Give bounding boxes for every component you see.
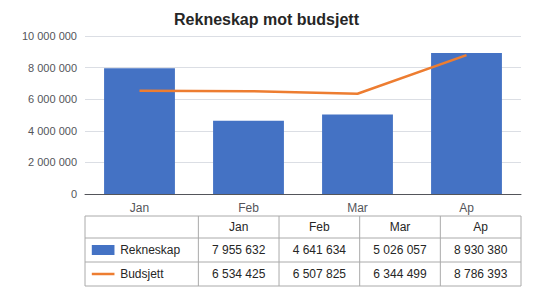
svg-text:6 000 000: 6 000 000	[28, 93, 77, 105]
svg-text:4 000 000: 4 000 000	[28, 125, 77, 137]
svg-text:0: 0	[71, 188, 77, 200]
svg-text:Mar: Mar	[347, 201, 368, 215]
svg-text:Rekneskap mot budsjett: Rekneskap mot budsjett	[174, 11, 360, 28]
svg-text:Feb: Feb	[238, 201, 259, 215]
svg-text:6 534 425: 6 534 425	[212, 267, 266, 281]
svg-text:4 641 634: 4 641 634	[293, 243, 347, 257]
svg-text:5 026 057: 5 026 057	[373, 243, 427, 257]
svg-text:10 000 000: 10 000 000	[22, 30, 77, 42]
svg-text:Mar: Mar	[390, 220, 411, 234]
svg-text:8 786 393: 8 786 393	[454, 267, 508, 281]
svg-text:7 955 632: 7 955 632	[212, 243, 266, 257]
svg-text:6 344 499: 6 344 499	[373, 267, 427, 281]
svg-text:Ap: Ap	[473, 220, 488, 234]
svg-text:Jan: Jan	[229, 220, 248, 234]
svg-text:8 000 000: 8 000 000	[28, 62, 77, 74]
svg-text:Jan: Jan	[130, 201, 149, 215]
svg-text:2 000 000: 2 000 000	[28, 156, 77, 168]
svg-text:Feb: Feb	[309, 220, 330, 234]
svg-text:Ap: Ap	[459, 201, 474, 215]
svg-text:Rekneskap: Rekneskap	[120, 243, 180, 257]
svg-text:8 930 380: 8 930 380	[454, 243, 508, 257]
svg-text:6 507 825: 6 507 825	[293, 267, 347, 281]
svg-text:Budsjett: Budsjett	[120, 267, 164, 281]
